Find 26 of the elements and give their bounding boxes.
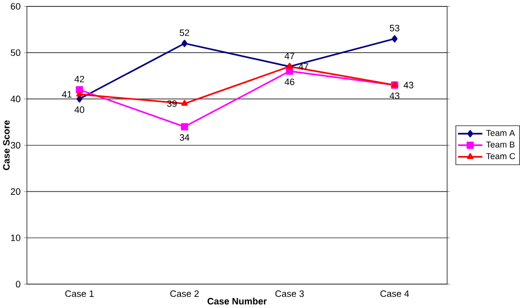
data-label: 41 bbox=[62, 91, 72, 98]
x-tick-label: Case 4 bbox=[380, 290, 409, 298]
y-tick-label: 0 bbox=[16, 281, 20, 288]
y-tick-label: 10 bbox=[11, 234, 20, 242]
data-label: 52 bbox=[180, 30, 190, 36]
y-tick-label: 50 bbox=[10, 50, 20, 56]
data-label: 43 bbox=[404, 82, 414, 89]
data-label: 46 bbox=[284, 78, 294, 86]
y-tick-label: 20 bbox=[10, 188, 20, 196]
data-label: 53 bbox=[390, 25, 400, 32]
y-tick-label: 40 bbox=[10, 96, 20, 102]
data-label: 43 bbox=[390, 92, 400, 100]
data-label: 47 bbox=[298, 64, 308, 70]
legend-label: Team A bbox=[486, 130, 515, 136]
x-tick-label: Case 2 bbox=[170, 290, 199, 298]
y-axis-title: Case Score bbox=[3, 120, 10, 170]
data-label: 40 bbox=[74, 106, 84, 114]
x-tick-label: Case 3 bbox=[275, 290, 304, 298]
data-label: 42 bbox=[74, 76, 84, 83]
x-tick-label: Case 1 bbox=[65, 290, 94, 298]
y-tick-label: 30 bbox=[10, 142, 20, 149]
x-axis-title: Case Number bbox=[208, 298, 267, 305]
y-tick-label: 60 bbox=[10, 3, 20, 10]
legend-label: Team B bbox=[486, 142, 515, 148]
legend-label: Team C bbox=[486, 153, 516, 160]
data-label: 34 bbox=[180, 134, 190, 141]
